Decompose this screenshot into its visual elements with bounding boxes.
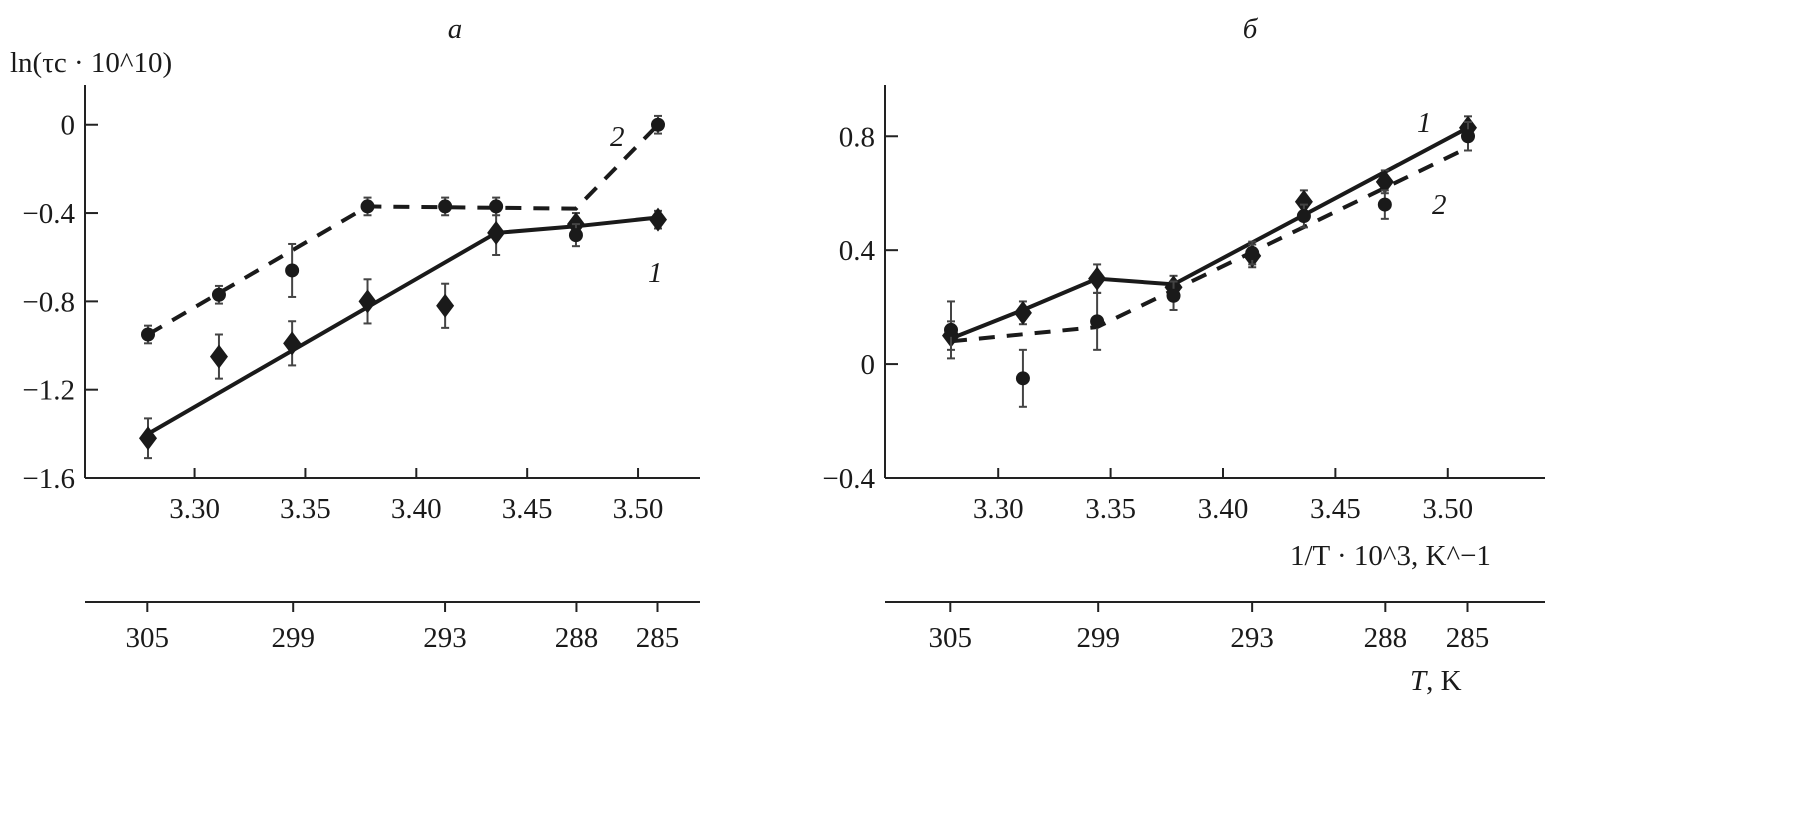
- data-point-circle: [1296, 209, 1311, 223]
- x-axis-label: 1/T · 10^3, K^−1: [1290, 540, 1491, 572]
- data-point-circle: [1090, 314, 1105, 329]
- y-tick-label: −1.2: [22, 375, 75, 407]
- data-point-circle: [1166, 288, 1181, 303]
- y-tick-label: −1.6: [22, 463, 75, 495]
- y-tick-label: −0.8: [22, 286, 75, 318]
- y-tick-label: −0.4: [22, 198, 75, 230]
- y-axis-label: ln(τc · 10^10): [10, 47, 172, 79]
- data-point-circle: [489, 199, 504, 214]
- data-point-circle: [568, 228, 583, 243]
- panel-b-label: б: [1243, 13, 1259, 45]
- series-1: 1: [942, 107, 1477, 351]
- x-tick-label: 3.40: [391, 493, 442, 525]
- data-point-circle: [1015, 371, 1030, 386]
- t-tick-label: 285: [1446, 622, 1490, 654]
- t-tick-label: 285: [636, 622, 680, 654]
- data-point-diamond: [436, 293, 455, 318]
- panel-a: 0 −0.4 −0.8 −1.2 −1.6 3.30 3.35 3.40 3.45 3.50 305…: [22, 85, 700, 654]
- y-tick-label: 0: [861, 349, 876, 381]
- data-point-diamond: [1013, 300, 1032, 325]
- chart-marks: 0 −0.4 −0.8 −1.2 −1.6 3.30 3.35 3.40 3.45 3.50 305…: [22, 85, 1545, 654]
- data-point-diamond: [1088, 266, 1107, 291]
- t-tick-label: 288: [1364, 622, 1408, 654]
- data-point-circle: [285, 263, 300, 278]
- data-point-diamond: [358, 289, 377, 314]
- curve-label-2: 2: [610, 121, 625, 153]
- series-1-line: [147, 215, 659, 436]
- data-point-diamond: [209, 344, 228, 369]
- data-point-circle: [1377, 197, 1392, 212]
- data-point-circle: [944, 322, 958, 337]
- t-axis-label-unit: , K: [1426, 665, 1462, 697]
- data-point-diamond: [1294, 189, 1313, 214]
- series-2: 2: [944, 121, 1475, 408]
- x-tick-label: 3.30: [169, 493, 220, 525]
- data-point-circle: [1461, 129, 1475, 144]
- data-point-diamond: [649, 207, 667, 232]
- curve-label-2: 2: [1432, 189, 1447, 221]
- data-point-circle: [1245, 246, 1260, 261]
- y-tick-label: −0.4: [822, 463, 875, 495]
- x-tick-label: 3.35: [1085, 493, 1136, 525]
- data-point-diamond: [139, 426, 157, 451]
- series-1-line: [950, 125, 1469, 341]
- panel-b: 0.8 0.4 0 −0.4 3.30 3.35 3.40 3.45 3.50 305 299 293…: [822, 85, 1545, 654]
- t-tick-label: 288: [555, 622, 599, 654]
- panel-a-label: а: [448, 13, 463, 45]
- series-2-line: [146, 123, 660, 337]
- t-tick-label: 305: [929, 622, 973, 654]
- data-point-circle: [360, 199, 375, 214]
- y-tick-label: 0: [61, 110, 76, 142]
- x-tick-label: 3.40: [1198, 493, 1249, 525]
- curve-label-1: 1: [1417, 107, 1432, 139]
- y-tick-label: 0.4: [839, 235, 876, 267]
- x-tick-label: 3.45: [1310, 493, 1361, 525]
- t-tick-label: 299: [271, 622, 315, 654]
- x-tick-label: 3.45: [502, 493, 553, 525]
- x-tick-label: 3.50: [613, 493, 664, 525]
- data-point-circle: [438, 199, 453, 214]
- data-point-diamond: [1375, 169, 1394, 194]
- y-tick-label: 0.8: [839, 121, 875, 153]
- series-1: 1: [139, 207, 667, 460]
- curve-label-1: 1: [648, 257, 663, 289]
- data-point-diamond: [283, 331, 302, 356]
- t-axis-label-symbol: T: [1410, 665, 1428, 697]
- t-axis-label: T, K: [1410, 665, 1462, 697]
- data-point-circle: [211, 287, 226, 302]
- data-point-diamond: [487, 220, 506, 245]
- t-tick-label: 305: [126, 622, 170, 654]
- series-2: 2: [141, 114, 665, 345]
- x-tick-label: 3.30: [973, 493, 1024, 525]
- t-tick-label: 293: [423, 622, 467, 654]
- x-tick-label: 3.50: [1422, 493, 1473, 525]
- t-tick-label: 293: [1230, 622, 1274, 654]
- data-point-circle: [651, 117, 665, 132]
- data-point-circle: [141, 327, 155, 342]
- x-tick-label: 3.35: [280, 493, 331, 525]
- t-tick-label: 299: [1076, 622, 1120, 654]
